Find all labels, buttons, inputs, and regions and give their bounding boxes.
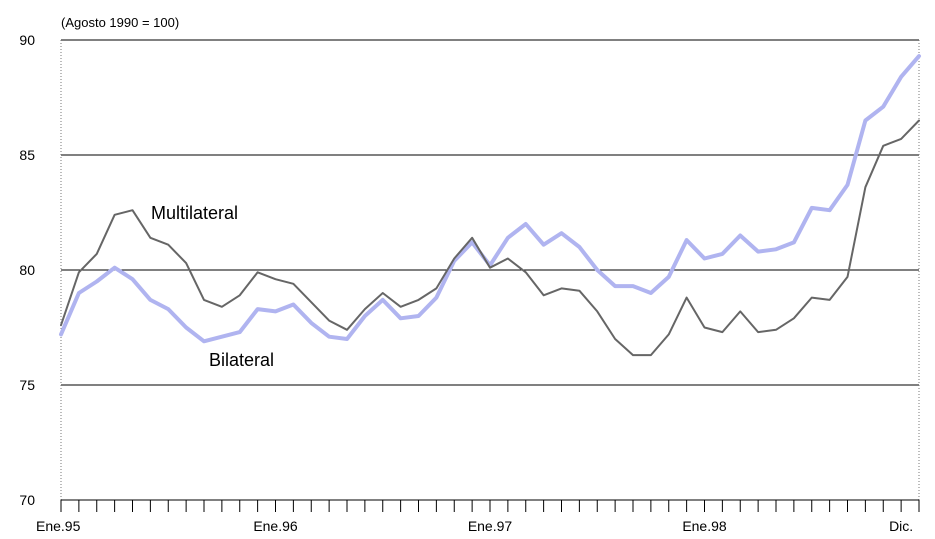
series-label-bilateral: Bilateral	[209, 350, 274, 370]
unit-note: (Agosto 1990 = 100)	[61, 15, 179, 30]
series-label-multilateral: Multilateral	[151, 203, 238, 223]
x-tick-label-ene98: Ene.98	[682, 518, 727, 534]
x-tick-label-ene95: Ene.95	[36, 518, 81, 534]
x-tick-labels: Ene.95 Ene.96 Ene.97 Ene.98 Dic.	[36, 518, 913, 534]
axes	[60, 40, 920, 512]
series-lines	[59, 54, 921, 357]
y-tick-labels: 70 75 80 85 90	[19, 32, 35, 508]
y-tick-label-80: 80	[19, 262, 35, 278]
y-tick-label-70: 70	[19, 492, 35, 508]
x-tick-label-ene96: Ene.96	[253, 518, 298, 534]
y-tick-label-75: 75	[19, 377, 35, 393]
series-line-multilateral	[60, 119, 920, 357]
x-tick-label-ene97: Ene.97	[468, 518, 513, 534]
x-tick-label-dic: Dic.	[889, 518, 913, 534]
series-line-bilateral	[59, 54, 921, 344]
y-tick-label-90: 90	[19, 32, 35, 48]
y-tick-label-85: 85	[19, 147, 35, 163]
